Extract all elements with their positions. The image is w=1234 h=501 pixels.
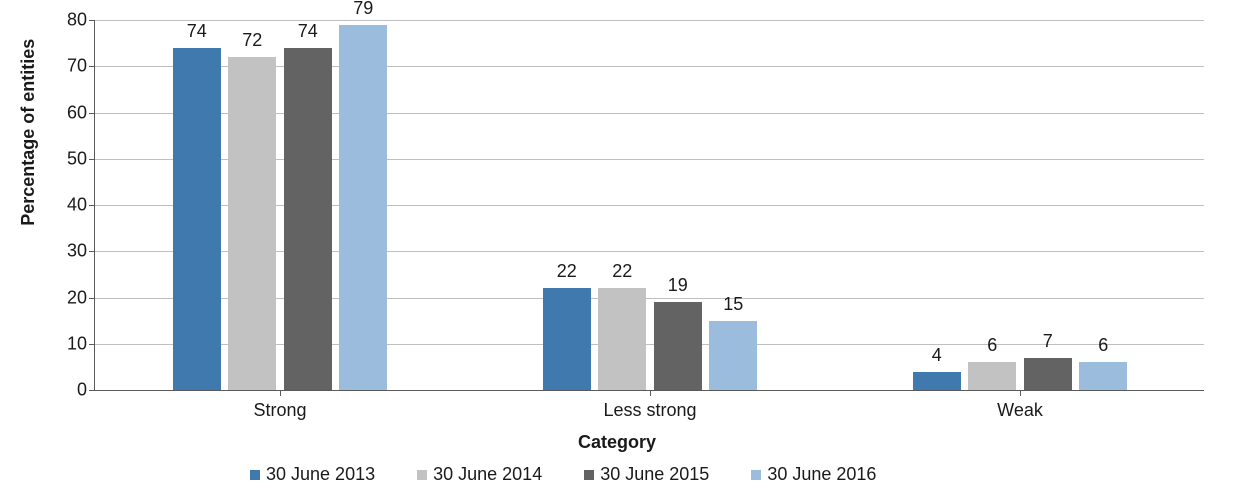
legend: 30 June 2013 30 June 2014 30 June 2015 30 J… <box>250 464 876 485</box>
bar-value-label: 19 <box>668 275 688 296</box>
legend-swatch <box>250 470 260 480</box>
legend-item: 30 June 2016 <box>751 464 876 485</box>
legend-swatch <box>417 470 427 480</box>
bar <box>284 48 332 390</box>
y-tick-mark <box>89 66 95 67</box>
gridline <box>95 20 1204 21</box>
y-tick-label: 70 <box>47 56 87 77</box>
y-tick-mark <box>89 344 95 345</box>
bar <box>598 288 646 390</box>
bar <box>1024 358 1072 390</box>
y-tick-label: 60 <box>47 102 87 123</box>
y-axis-title: Percentage of entities <box>18 38 39 225</box>
y-tick-label: 10 <box>47 333 87 354</box>
y-tick-label: 0 <box>47 380 87 401</box>
bar-value-label: 72 <box>242 30 262 51</box>
bar-value-label: 6 <box>987 335 997 356</box>
y-tick-mark <box>89 20 95 21</box>
y-tick-mark <box>89 205 95 206</box>
bar <box>913 372 961 391</box>
bar <box>1079 362 1127 390</box>
y-tick-mark <box>89 298 95 299</box>
bar-value-label: 79 <box>353 0 373 19</box>
legend-label: 30 June 2016 <box>767 464 876 485</box>
y-tick-label: 20 <box>47 287 87 308</box>
y-tick-mark <box>89 113 95 114</box>
legend-label: 30 June 2015 <box>600 464 709 485</box>
legend-item: 30 June 2014 <box>417 464 542 485</box>
x-tick-mark <box>650 390 651 396</box>
bar <box>543 288 591 390</box>
x-tick-label: Strong <box>253 400 306 421</box>
bar <box>709 321 757 390</box>
bar-chart: Percentage of entities 0 10 20 30 40 50 60 70 80… <box>0 0 1234 501</box>
y-tick-label: 30 <box>47 241 87 262</box>
x-tick-mark <box>1020 390 1021 396</box>
bar-value-label: 22 <box>557 261 577 282</box>
bar <box>968 362 1016 390</box>
x-axis-title: Category <box>0 432 1234 453</box>
y-tick-label: 40 <box>47 195 87 216</box>
legend-item: 30 June 2013 <box>250 464 375 485</box>
legend-swatch <box>751 470 761 480</box>
bar <box>339 25 387 390</box>
bar <box>228 57 276 390</box>
y-tick-mark <box>89 251 95 252</box>
y-tick-label: 80 <box>47 10 87 31</box>
x-tick-label: Less strong <box>603 400 696 421</box>
y-tick-mark <box>89 159 95 160</box>
bar-value-label: 74 <box>298 21 318 42</box>
bar-value-label: 22 <box>612 261 632 282</box>
y-tick-label: 50 <box>47 148 87 169</box>
legend-label: 30 June 2014 <box>433 464 542 485</box>
x-tick-label: Weak <box>997 400 1043 421</box>
plot-area: 01020304050607080Strong74727479Less stro… <box>94 20 1204 390</box>
legend-swatch <box>584 470 594 480</box>
bar <box>173 48 221 390</box>
bar <box>654 302 702 390</box>
legend-label: 30 June 2013 <box>266 464 375 485</box>
bar-value-label: 4 <box>932 345 942 366</box>
bar-value-label: 74 <box>187 21 207 42</box>
y-tick-mark <box>89 390 95 391</box>
x-tick-mark <box>280 390 281 396</box>
bar-value-label: 6 <box>1098 335 1108 356</box>
bar-value-label: 7 <box>1043 331 1053 352</box>
bar-value-label: 15 <box>723 294 743 315</box>
legend-item: 30 June 2015 <box>584 464 709 485</box>
